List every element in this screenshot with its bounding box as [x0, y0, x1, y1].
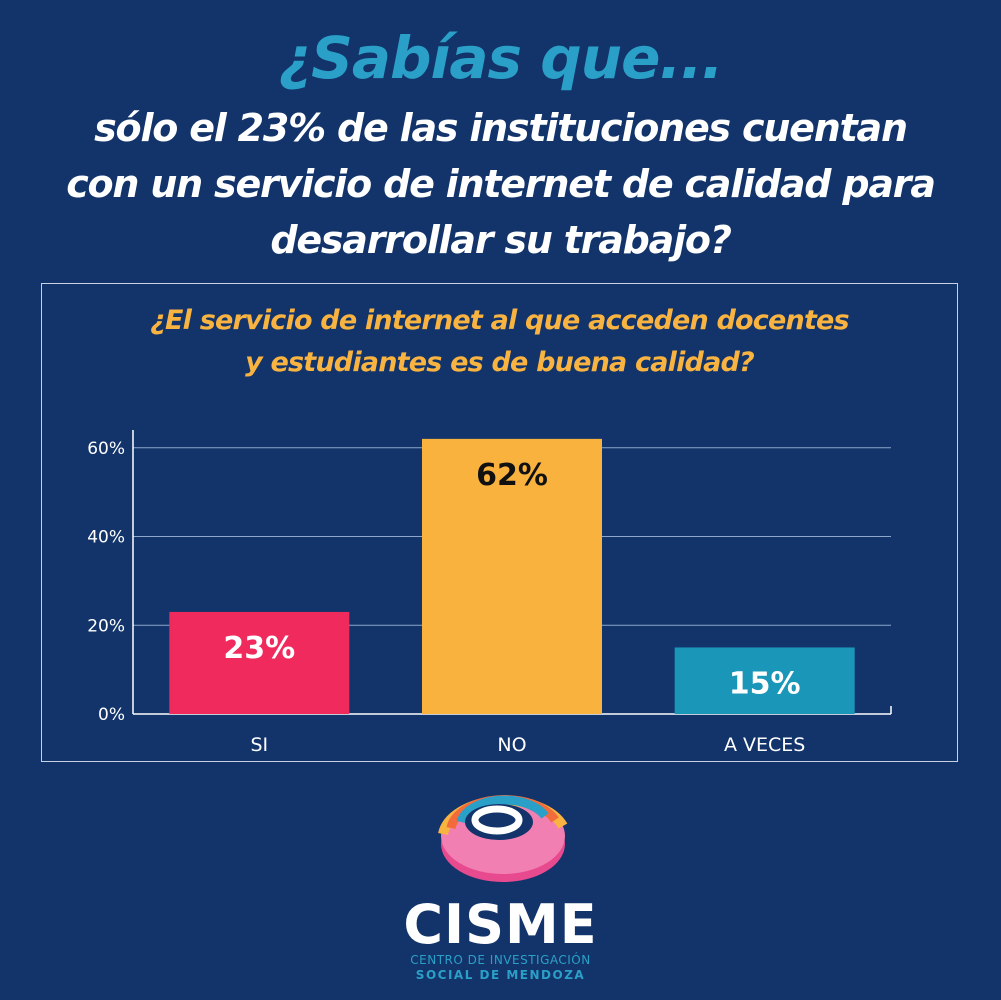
cisme-rings-logo-icon: [438, 795, 568, 882]
bar-1: [422, 438, 602, 714]
bar-2: [674, 647, 855, 714]
category-label: NO: [497, 734, 526, 756]
bar-value-label: 23%: [223, 631, 295, 666]
y-tick-label: 0%: [98, 705, 125, 725]
brand-name: CISME: [403, 893, 598, 956]
bar-value-label: 15%: [729, 666, 801, 701]
brand-subtitle-line-2: SOCIAL DE MENDOZA: [415, 968, 586, 982]
bar-value-label: 62%: [476, 458, 548, 493]
kicker-heading: ¿Sabías que...: [278, 24, 723, 92]
y-tick-label: 40%: [87, 528, 125, 548]
lead-line-1: sólo el 23% de las instituciones cuentan: [94, 106, 908, 150]
category-label: A VECES: [724, 734, 805, 756]
lead-line-3: desarrollar su trabajo?: [270, 218, 732, 262]
chart-panel: ¿El servicio de internet al que acceden …: [41, 283, 958, 762]
brand-subtitle-line-1: CENTRO DE INVESTIGACIÓN: [410, 953, 591, 967]
y-tick-label: 60%: [87, 439, 125, 459]
bar-chart: 0% 20% 40% 60% 23% SI 62% NO 15% A VECES: [87, 430, 892, 756]
chart-title-line-1: ¿El servicio de internet al que acceden …: [150, 305, 849, 336]
bar-0: [169, 611, 350, 714]
chart-title-line-2: y estudiantes es de buena calidad?: [245, 347, 755, 378]
category-label: SI: [250, 734, 268, 756]
y-tick-label: 20%: [87, 616, 125, 636]
lead-line-2: con un servicio de internet de calidad p…: [66, 162, 936, 206]
